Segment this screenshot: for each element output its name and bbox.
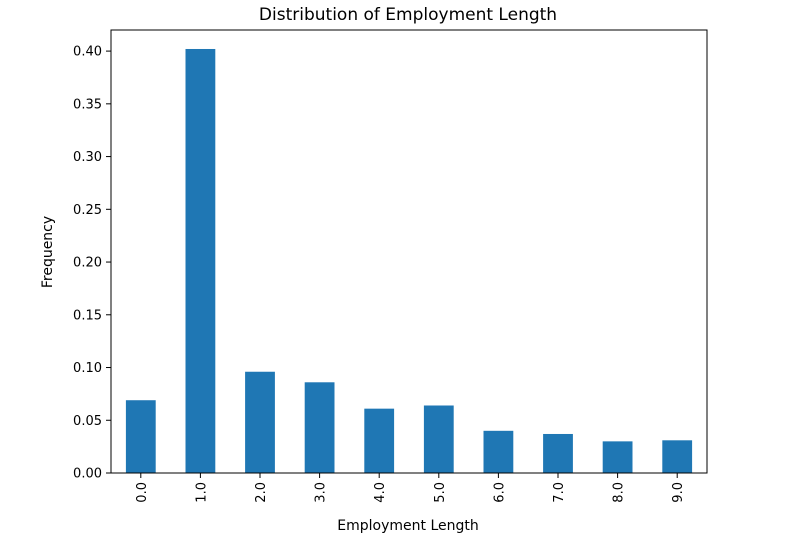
y-tick-label-0.15: 0.15: [73, 308, 102, 323]
y-axis-label: Frequency: [40, 216, 56, 288]
y-tick-label-0.00: 0.00: [73, 467, 102, 482]
y-axis: 0.00 0.05 0.10 0.15 0.20 0.25 0.30 0.35 0.40: [73, 45, 111, 482]
x-tick-label-4.0: 4.0: [373, 482, 388, 503]
x-tick-label-7.0: 7.0: [552, 482, 567, 503]
bar-8.0: [602, 441, 633, 473]
x-tick-label-8.0: 8.0: [612, 482, 627, 503]
y-tick-label-0.05: 0.05: [73, 414, 102, 429]
bar-0.0: [125, 400, 156, 473]
bars-group: [125, 48, 693, 473]
y-tick-label-0.20: 0.20: [73, 256, 102, 271]
y-tick-label-0.35: 0.35: [73, 97, 102, 112]
x-tick-label-0.0: 0.0: [135, 482, 150, 503]
x-tick-label-6.0: 6.0: [492, 482, 507, 503]
chart-title: Distribution of Employment Length: [259, 5, 557, 25]
plot-frame: [110, 29, 708, 474]
x-tick-label-1.0: 1.0: [194, 482, 209, 503]
bar-6.0: [483, 430, 514, 473]
x-tick-label-2.0: 2.0: [254, 482, 269, 503]
y-tick-label-0.30: 0.30: [73, 150, 102, 165]
y-tick-label-0.40: 0.40: [73, 45, 102, 60]
bar-7.0: [543, 433, 573, 473]
bar-5.0: [423, 405, 454, 473]
bar-4.0: [364, 408, 395, 473]
x-axis: 0.0 1.0 2.0 3.0 4.0 5.0 6.0 7.0 8.0 9.0: [135, 473, 686, 503]
y-tick-label-0.10: 0.10: [73, 361, 102, 376]
bar-1.0: [185, 48, 216, 473]
bar-9.0: [662, 440, 693, 473]
bar-3.0: [304, 382, 335, 473]
x-tick-label-3.0: 3.0: [314, 482, 329, 503]
y-tick-label-0.25: 0.25: [73, 203, 102, 218]
x-tick-label-5.0: 5.0: [433, 482, 448, 503]
x-axis-label: Employment Length: [337, 518, 478, 534]
bar-2.0: [245, 371, 275, 473]
x-tick-label-9.0: 9.0: [671, 482, 686, 503]
